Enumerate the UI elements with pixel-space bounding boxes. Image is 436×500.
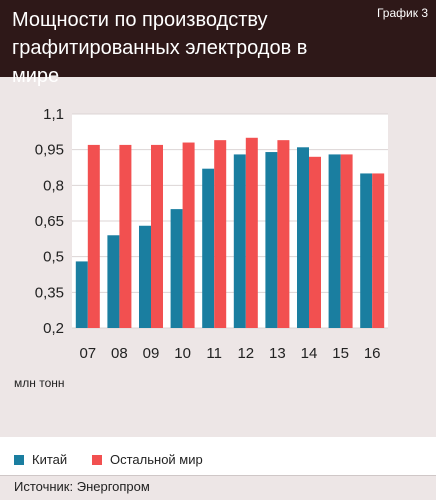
y-tick-label: 0,35 bbox=[35, 284, 64, 301]
y-tick-label: 0,95 bbox=[35, 142, 64, 159]
bar bbox=[170, 209, 183, 328]
legend-item-rest: Остальной мир bbox=[92, 452, 203, 467]
x-tick-label: 11 bbox=[206, 345, 222, 362]
bar bbox=[340, 154, 353, 328]
x-tick-label: 15 bbox=[332, 345, 349, 362]
y-tick-label: 0,2 bbox=[43, 320, 64, 337]
x-tick-label: 16 bbox=[364, 345, 381, 362]
source-note: Источник: Энергопром bbox=[14, 479, 150, 494]
header: Мощности по производству графитированных… bbox=[0, 0, 436, 87]
x-tick-label: 12 bbox=[237, 345, 254, 362]
bar bbox=[277, 140, 290, 328]
chart-title-line2: графитированных электродов в мире bbox=[12, 37, 308, 87]
legend-label-china: Китай bbox=[32, 452, 68, 467]
bar-chart: 1,1 0,95 0,8 0,65 0,5 0,35 0,2 07 08 09 10 11 12 13 14… bbox=[35, 106, 388, 362]
graph-number: График 3 bbox=[376, 6, 428, 20]
x-tick-label: 13 bbox=[269, 345, 286, 362]
bar bbox=[245, 137, 258, 328]
y-tick-label: 0,5 bbox=[43, 249, 64, 266]
bar bbox=[233, 154, 246, 328]
bar bbox=[182, 142, 195, 328]
bar bbox=[151, 144, 163, 328]
legend-swatch-rest bbox=[92, 454, 102, 465]
bar bbox=[107, 235, 120, 328]
bar bbox=[328, 154, 341, 328]
bar bbox=[265, 152, 278, 328]
legend-label-rest: Остальной мир bbox=[110, 452, 203, 467]
chart-title-line1: Мощности по производству bbox=[12, 9, 268, 31]
bar bbox=[119, 144, 132, 328]
bar bbox=[87, 144, 100, 328]
bar bbox=[372, 173, 385, 328]
bar bbox=[309, 156, 321, 328]
x-tick-label: 08 bbox=[111, 345, 128, 362]
bar bbox=[360, 173, 373, 328]
unit-label: млн тонн bbox=[14, 376, 65, 390]
legend-swatch-china bbox=[14, 454, 24, 465]
y-tick-label: 0,8 bbox=[43, 177, 64, 194]
y-tick-label: 1,1 bbox=[43, 106, 64, 123]
x-tick-label: 10 bbox=[174, 345, 191, 362]
bar bbox=[139, 225, 151, 328]
bar bbox=[202, 168, 215, 328]
x-tick-label: 09 bbox=[143, 345, 160, 362]
chart-title: Мощности по производству графитированных… bbox=[12, 6, 352, 90]
plot-area: 1,1 0,95 0,8 0,65 0,5 0,35 0,2 07 08 09 10 11 12 13 14… bbox=[0, 77, 436, 437]
x-tick-label: 14 bbox=[301, 345, 318, 362]
legend: Китай Остальной мир bbox=[0, 437, 436, 476]
bar bbox=[214, 140, 227, 328]
legend-item-china: Китай bbox=[14, 452, 67, 467]
bar bbox=[297, 147, 309, 328]
x-tick-label: 07 bbox=[79, 345, 96, 362]
bar bbox=[75, 261, 88, 328]
y-tick-label: 0,65 bbox=[35, 213, 64, 230]
